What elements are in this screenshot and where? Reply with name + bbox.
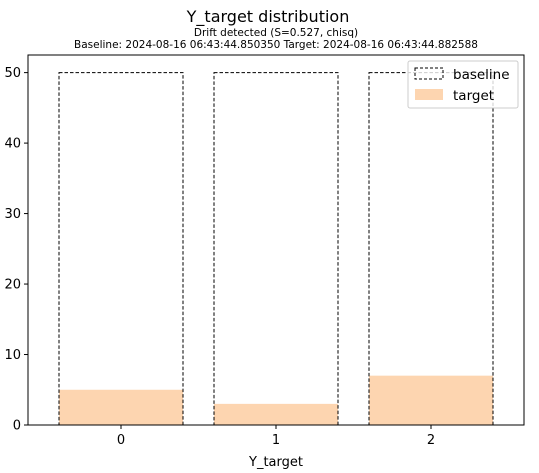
x-axis-label: Y_target <box>248 455 303 470</box>
y-tick-label: 50 <box>4 66 21 81</box>
y-tick-label: 30 <box>4 207 21 222</box>
x-tick-label: 0 <box>117 433 125 448</box>
y-tick-label: 0 <box>13 419 21 434</box>
chart-subtitle-line-1: Drift detected (S=0.527, chisq) <box>194 27 358 39</box>
target-bar <box>369 375 493 425</box>
y-tick-label: 10 <box>4 348 21 363</box>
legend: baseline target <box>407 60 519 109</box>
baseline-bar <box>58 72 184 426</box>
y-tick-label: 40 <box>4 137 21 152</box>
chart-title: Y_target distribution <box>186 7 350 27</box>
target-bar <box>59 389 183 425</box>
x-axis: 0 1 2 <box>117 425 435 448</box>
legend-target-label: target <box>453 88 494 104</box>
baseline-bar <box>213 72 339 426</box>
target-bar <box>214 403 338 425</box>
legend-target-swatch <box>415 89 443 100</box>
y-axis: 0 10 20 30 40 50 <box>4 66 28 434</box>
plot-frame <box>27 54 525 426</box>
legend-baseline-label: baseline <box>453 67 510 83</box>
chart-subtitle-line-2: Baseline: 2024-08-16 06:43:44.850350 Tar… <box>74 39 478 51</box>
x-tick-label: 2 <box>427 433 435 448</box>
legend-baseline-swatch <box>414 67 444 80</box>
x-tick-label: 1 <box>272 433 280 448</box>
baseline-bar <box>368 72 494 426</box>
bars-layer <box>58 72 494 426</box>
y-tick-label: 20 <box>4 278 21 293</box>
